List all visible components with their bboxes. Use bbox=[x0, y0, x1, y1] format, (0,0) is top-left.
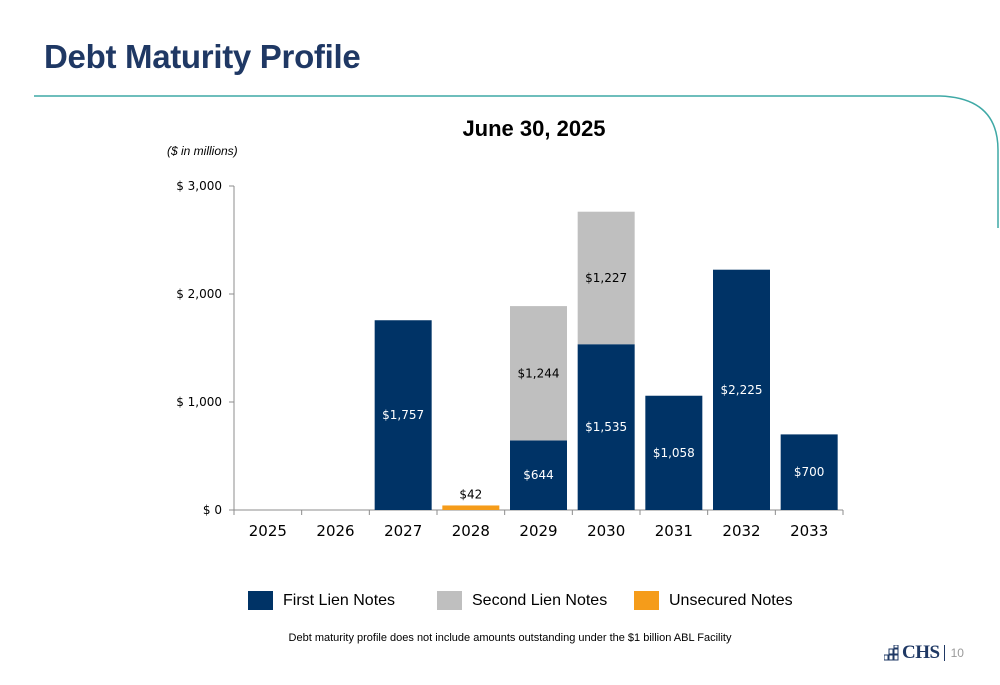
legend-label-second-lien: Second Lien Notes bbox=[472, 591, 608, 609]
y-tick-label: $ 2,000 bbox=[176, 287, 222, 301]
x-tick-label: 2030 bbox=[587, 522, 625, 540]
chart-legend: First Lien Notes Second Lien Notes Unsec… bbox=[0, 591, 1000, 613]
bar-2030-series-1 bbox=[577, 211, 635, 345]
data-label-2027-series-0: $1,757 bbox=[382, 408, 424, 422]
x-tick-label: 2032 bbox=[722, 522, 760, 540]
legend-label-unsecured: Unsecured Notes bbox=[669, 591, 793, 609]
data-label-2033-series-0: $700 bbox=[794, 465, 825, 479]
debt-maturity-chart: $ 0 $ 1,000 $ 2,000 $ 3,000 2025 2026 2027 2028… bbox=[176, 179, 844, 540]
logo-separator bbox=[943, 645, 945, 661]
footnote: Debt maturity profile does not include a… bbox=[288, 632, 732, 644]
logo-blocks-icon bbox=[884, 645, 899, 661]
x-tick-label: 2025 bbox=[249, 522, 287, 540]
x-tick-label: 2026 bbox=[316, 522, 354, 540]
bar-2029-series-0 bbox=[510, 440, 567, 510]
y-tick-label: $ 0 bbox=[203, 503, 222, 517]
bar-2029-series-1 bbox=[510, 306, 567, 441]
x-tick-label: 2028 bbox=[452, 522, 490, 540]
legend-swatch-unsecured bbox=[634, 591, 659, 610]
logo-text: CHS bbox=[902, 642, 940, 663]
data-label-2029-series-1: $1,244 bbox=[518, 366, 560, 380]
bar-2033-series-0 bbox=[780, 434, 838, 510]
legend-swatch-first-lien bbox=[248, 591, 273, 610]
bar-2027-series-0 bbox=[374, 320, 432, 510]
legend-item-first-lien: First Lien Notes bbox=[248, 591, 395, 610]
data-label-2032-series-0: $2,225 bbox=[721, 383, 763, 397]
x-tick-label: 2033 bbox=[790, 522, 828, 540]
data-label-2030-series-0: $1,535 bbox=[585, 420, 627, 434]
data-label-2031-series-0: $1,058 bbox=[653, 446, 695, 460]
x-tick-label: 2029 bbox=[519, 522, 557, 540]
chs-logo: CHS 10 bbox=[884, 642, 964, 664]
y-tick-label: $ 3,000 bbox=[176, 179, 222, 193]
units-note: ($ in millions) bbox=[167, 144, 238, 158]
legend-swatch-second-lien bbox=[437, 591, 462, 610]
chart-title: June 30, 2025 bbox=[462, 116, 606, 141]
bar-2031-series-0 bbox=[645, 395, 703, 510]
bar-2032-series-0 bbox=[713, 269, 770, 510]
legend-item-second-lien: Second Lien Notes bbox=[437, 591, 607, 610]
page-number: 10 bbox=[950, 646, 964, 660]
x-tick-label: 2031 bbox=[655, 522, 693, 540]
legend-item-unsecured: Unsecured Notes bbox=[634, 591, 793, 610]
data-label-2029-series-0: $644 bbox=[523, 468, 554, 482]
y-tick-label: $ 1,000 bbox=[176, 395, 222, 409]
bar-2030-series-0 bbox=[577, 344, 635, 510]
page-title: Debt Maturity Profile bbox=[44, 38, 361, 75]
x-tick-label: 2027 bbox=[384, 522, 422, 540]
legend-label-first-lien: First Lien Notes bbox=[283, 591, 396, 609]
data-label-2028-series-2: $42 bbox=[459, 487, 482, 501]
bar-2028-series-2 bbox=[442, 505, 500, 510]
data-label-2030-series-1: $1,227 bbox=[585, 271, 627, 285]
